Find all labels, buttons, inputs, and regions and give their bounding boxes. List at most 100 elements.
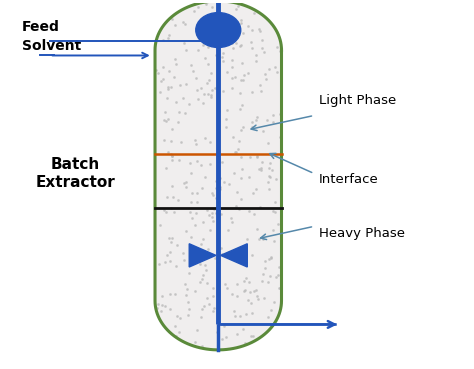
Point bbox=[170, 194, 177, 200]
Point bbox=[165, 235, 173, 241]
Point bbox=[167, 151, 175, 156]
Point bbox=[208, 214, 216, 220]
Point bbox=[209, 192, 216, 197]
Point bbox=[211, 85, 219, 91]
Point bbox=[239, 30, 246, 36]
Point bbox=[209, 87, 216, 93]
Point bbox=[272, 63, 279, 69]
Point bbox=[163, 118, 170, 124]
Point bbox=[213, 328, 220, 334]
Point bbox=[153, 306, 160, 311]
Point bbox=[240, 288, 247, 294]
Point bbox=[240, 124, 247, 130]
Point bbox=[182, 184, 190, 190]
Point bbox=[166, 249, 174, 255]
Point bbox=[221, 282, 228, 287]
Point bbox=[188, 215, 196, 221]
Point bbox=[252, 52, 260, 58]
Point bbox=[240, 77, 247, 83]
Point bbox=[193, 158, 201, 163]
Point bbox=[243, 311, 250, 317]
Point bbox=[248, 27, 256, 33]
Point bbox=[193, 87, 201, 93]
Point bbox=[270, 238, 278, 244]
Point bbox=[159, 76, 167, 82]
Point bbox=[191, 137, 199, 143]
Point bbox=[267, 307, 275, 313]
Point bbox=[264, 117, 271, 123]
Point bbox=[193, 199, 201, 205]
Point bbox=[209, 4, 216, 10]
Text: Heavy Phase: Heavy Phase bbox=[319, 227, 405, 240]
Point bbox=[156, 90, 164, 96]
Point bbox=[205, 44, 212, 50]
Point bbox=[204, 91, 212, 97]
Point bbox=[217, 175, 224, 180]
Point bbox=[184, 299, 191, 305]
Point bbox=[160, 207, 168, 213]
Point bbox=[275, 285, 283, 291]
Point bbox=[264, 279, 272, 284]
Point bbox=[199, 272, 207, 277]
Point bbox=[256, 83, 264, 89]
Point bbox=[199, 276, 206, 282]
Point bbox=[241, 287, 249, 293]
Point bbox=[218, 54, 226, 60]
Point bbox=[256, 204, 264, 210]
Point bbox=[276, 134, 284, 140]
Point bbox=[243, 275, 250, 281]
Point bbox=[208, 190, 215, 196]
Point bbox=[246, 154, 254, 160]
Point bbox=[203, 268, 210, 273]
Point bbox=[236, 313, 243, 319]
Point bbox=[253, 154, 261, 159]
Point bbox=[202, 1, 210, 7]
Point bbox=[237, 196, 245, 202]
Point bbox=[176, 109, 183, 115]
Point bbox=[206, 139, 214, 145]
Point bbox=[172, 263, 180, 269]
Point bbox=[180, 40, 188, 46]
Point bbox=[188, 62, 195, 68]
Point bbox=[258, 45, 265, 51]
Point bbox=[180, 19, 187, 25]
Point bbox=[215, 108, 222, 114]
Point bbox=[237, 17, 245, 23]
Point bbox=[168, 183, 175, 189]
Point bbox=[240, 278, 248, 284]
Point bbox=[237, 77, 245, 83]
Point bbox=[245, 208, 253, 214]
Point bbox=[218, 211, 225, 217]
Point bbox=[179, 94, 187, 100]
Point bbox=[158, 302, 166, 308]
Point bbox=[269, 119, 277, 125]
Point bbox=[245, 175, 253, 180]
Point bbox=[167, 85, 175, 90]
Point bbox=[266, 174, 274, 180]
Point bbox=[172, 99, 180, 105]
Point bbox=[248, 89, 256, 95]
Point bbox=[167, 291, 174, 297]
Point bbox=[220, 323, 228, 329]
Point bbox=[256, 28, 264, 34]
Point bbox=[251, 289, 258, 294]
Point bbox=[200, 303, 208, 308]
Point bbox=[171, 209, 178, 215]
Point bbox=[199, 42, 207, 48]
Point bbox=[277, 282, 285, 287]
Point bbox=[197, 314, 205, 320]
Point bbox=[213, 259, 220, 265]
Point bbox=[182, 292, 190, 298]
Point bbox=[265, 256, 273, 262]
Point bbox=[253, 225, 261, 231]
Point bbox=[176, 157, 183, 163]
Text: Solvent: Solvent bbox=[21, 39, 81, 53]
Point bbox=[213, 290, 220, 296]
Point bbox=[217, 184, 224, 190]
Point bbox=[255, 166, 263, 172]
Point bbox=[259, 128, 267, 134]
Point bbox=[152, 67, 160, 73]
Point bbox=[163, 95, 171, 101]
Point bbox=[209, 293, 217, 299]
Point bbox=[181, 21, 189, 27]
